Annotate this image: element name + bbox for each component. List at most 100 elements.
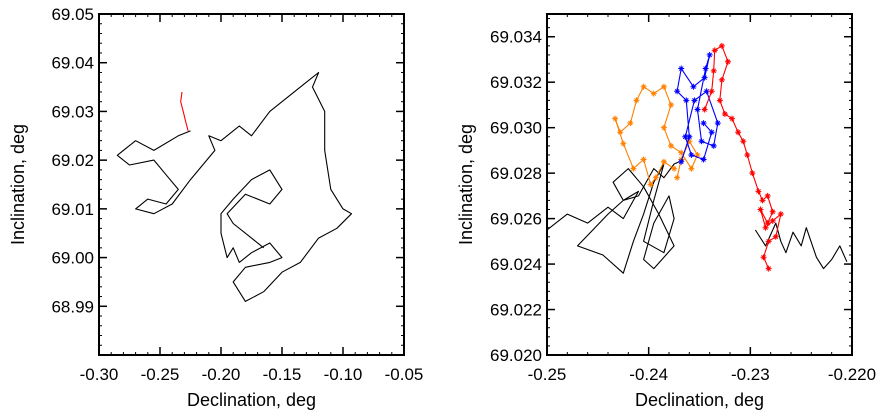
right-series-2-point xyxy=(627,120,634,127)
right-series-3-point xyxy=(686,133,693,140)
right-series-4-point xyxy=(744,151,751,158)
right-series-1-line xyxy=(754,222,848,270)
right-series-2-point xyxy=(633,97,640,104)
right-x-tick-label: -0.25 xyxy=(528,365,567,384)
left-y-tick-label: 69.04 xyxy=(51,54,94,73)
right-series-3-point xyxy=(698,138,705,145)
right-series-3-point xyxy=(702,65,709,72)
right-series-2-point xyxy=(671,165,678,172)
right-series-3-line xyxy=(676,54,719,162)
left-y-tick-label: 69.01 xyxy=(51,200,94,219)
right-series-3-point xyxy=(701,74,708,81)
right-y-tick-label: 69.022 xyxy=(490,301,542,320)
right-series-4-point xyxy=(735,129,742,136)
left-y-tick-label: 69.00 xyxy=(51,249,94,268)
right-series-4-point xyxy=(716,97,723,104)
left-x-axis-label: Declination, deg xyxy=(187,390,316,410)
right-series-3-point xyxy=(683,97,690,104)
right-series-4-point xyxy=(711,47,718,54)
right-series-2-point xyxy=(650,90,657,97)
right-series-4-point xyxy=(740,138,747,145)
right-series-4-point xyxy=(772,233,779,240)
right-series-4-point xyxy=(721,111,728,118)
right-series-3-point xyxy=(703,88,710,95)
right-series-2-point xyxy=(674,174,681,181)
right-series-2-point xyxy=(694,151,701,158)
left-series-1-line xyxy=(180,91,189,132)
right-series-4-point xyxy=(718,76,725,83)
right-series-4-point xyxy=(759,197,766,204)
right-series-2-point xyxy=(686,138,693,145)
right-x-tick-label: -0.220 xyxy=(828,365,876,384)
right-series-3-point xyxy=(700,120,707,127)
right-series-4-point xyxy=(764,220,771,227)
right-series-4-point xyxy=(708,88,715,95)
left-x-tick-label: -0.20 xyxy=(202,365,241,384)
right-y-tick-label: 69.032 xyxy=(490,73,542,92)
right-y-tick-label: 69.028 xyxy=(490,164,542,183)
right-y-tick-label: 69.034 xyxy=(490,28,542,47)
right-series-2-point xyxy=(660,83,667,90)
left-chart-panel: -0.30 -0.25 -0.20 -0.15 -0.10 -0.05 68.99 69.00… xyxy=(8,5,423,410)
left-x-tick-label: -0.05 xyxy=(385,365,424,384)
right-series-3-point xyxy=(710,142,717,149)
right-series-4-point xyxy=(710,67,717,74)
right-series-2-point xyxy=(688,165,695,172)
right-x-tick-label: -0.23 xyxy=(731,365,770,384)
right-series-4-point xyxy=(764,192,771,199)
right-series-3-point xyxy=(690,83,697,90)
right-series-4-point xyxy=(755,188,762,195)
left-y-tick-label: 69.03 xyxy=(51,102,94,121)
right-x-axis-label: Declination, deg xyxy=(635,390,764,410)
right-series-2-point xyxy=(647,181,654,188)
right-y-tick-label: 69.020 xyxy=(490,346,542,365)
left-x-tick-label: -0.25 xyxy=(141,365,180,384)
left-series-0-line xyxy=(116,71,353,302)
right-series-2-point xyxy=(668,142,675,149)
right-series-4-point xyxy=(757,206,764,213)
right-series-4-point xyxy=(760,254,767,261)
right-series-3-point xyxy=(682,133,689,140)
right-plot-frame xyxy=(546,13,853,356)
right-series-4-line xyxy=(704,45,782,269)
right-series-4-point xyxy=(762,224,769,231)
right-series-4-point xyxy=(718,42,725,49)
left-y-tick-label: 69.02 xyxy=(51,151,94,170)
right-series-2-point xyxy=(612,115,619,122)
left-x-tick-label: -0.15 xyxy=(263,365,302,384)
right-series-2-point xyxy=(640,156,647,163)
right-series-4-point xyxy=(769,217,776,224)
right-series-3-point xyxy=(708,129,715,136)
right-series-4-point xyxy=(729,115,736,122)
left-y-axis-label: Inclination, deg xyxy=(8,124,28,245)
left-x-tick-label: -0.10 xyxy=(324,365,363,384)
right-series-2-point xyxy=(668,101,675,108)
right-series-4-point xyxy=(701,106,708,113)
right-series-3-point xyxy=(706,51,713,58)
right-series-4-point xyxy=(777,211,784,218)
right-series-4-point xyxy=(769,208,776,215)
right-series-2-point xyxy=(620,140,627,147)
right-series-3-point xyxy=(714,120,721,127)
right-x-tick-label: -0.24 xyxy=(629,365,668,384)
right-series-3-point xyxy=(674,88,681,95)
right-y-tick-label: 69.024 xyxy=(490,255,542,274)
right-series-2-point xyxy=(652,174,659,181)
right-series-4-point xyxy=(765,265,772,272)
left-y-tick-label: 68.99 xyxy=(51,297,94,316)
right-series-3-point xyxy=(700,156,707,163)
right-series-2-point xyxy=(630,165,637,172)
right-series-2-point xyxy=(678,149,685,156)
right-y-axis-label: Inclination, deg xyxy=(456,124,476,245)
left-plot-frame xyxy=(98,13,405,356)
right-series-2-point xyxy=(617,129,624,136)
right-series-2-point xyxy=(660,124,667,131)
right-series-4-point xyxy=(724,58,731,65)
right-chart-panel: -0.25 -0.24 -0.23 -0.220 69.020 69.022 69.024 6… xyxy=(456,13,876,410)
right-series-3-point xyxy=(694,106,701,113)
right-series-0-line xyxy=(547,158,685,274)
right-series-2-point xyxy=(640,83,647,90)
right-series-3-point xyxy=(678,65,685,72)
right-series-3-point xyxy=(691,97,698,104)
